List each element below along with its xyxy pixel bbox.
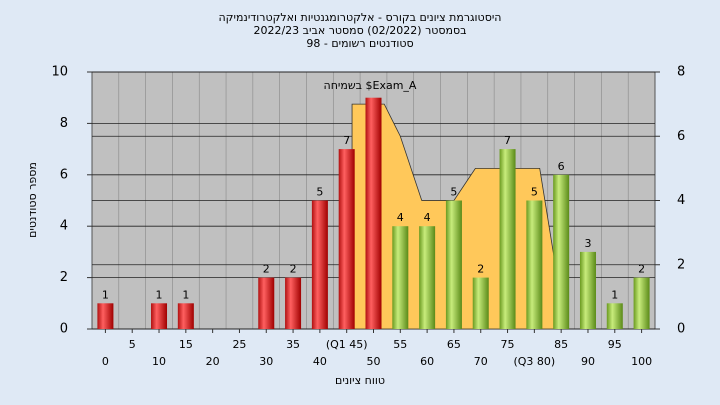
data-label: 2 (290, 263, 297, 276)
bar (606, 303, 623, 329)
x-tick-label: 10 (152, 355, 166, 368)
data-label: 7 (343, 134, 350, 147)
data-label: 4 (424, 211, 431, 224)
subtitle: סטודנטים רשומים - 98 (306, 37, 413, 50)
y-tick-label: 2 (60, 270, 68, 285)
y-tick-label: 0 (60, 322, 68, 337)
data-label: 1 (156, 288, 163, 301)
bar (579, 251, 596, 329)
x-tick-label: (Q1 45) (326, 338, 368, 351)
y2-tick-label: 8 (677, 65, 685, 80)
area-label: בשמיחה $Exam_A (324, 79, 417, 92)
y-tick-label: 4 (60, 219, 68, 234)
x-tick-label: 40 (313, 355, 327, 368)
x-tick-label: 35 (286, 338, 300, 351)
x-tick-label: 5 (129, 338, 136, 351)
bar (285, 277, 302, 329)
chart-title: היסטוגרמת ציונים בקורס - אלקטרומגנטיות ו… (219, 11, 502, 24)
data-label: 4 (397, 211, 404, 224)
y-tick-label: 8 (60, 116, 68, 131)
y2-tick-label: 4 (677, 193, 685, 208)
bar (445, 200, 462, 329)
x-tick-label: 30 (259, 355, 273, 368)
y2-tick-label: 6 (677, 129, 685, 144)
bar (553, 174, 570, 329)
data-label: 2 (477, 263, 484, 276)
data-label: 5 (531, 186, 538, 199)
subtitle: בסמסטר (02/2022) סמסטר אביב 2022/23 (253, 24, 466, 37)
x-tick-label: 75 (501, 338, 515, 351)
bar (151, 303, 168, 329)
x-tick-label: 60 (420, 355, 434, 368)
x-tick-label: 85 (554, 338, 568, 351)
data-label: 5 (316, 186, 323, 199)
bar (499, 149, 516, 329)
y-tick-label: 10 (51, 65, 68, 80)
y2-tick-label: 0 (677, 322, 685, 337)
data-label: 1 (182, 288, 189, 301)
bar (633, 277, 650, 329)
y2-tick-label: 2 (677, 257, 685, 272)
bar (365, 97, 382, 329)
data-label: 6 (558, 160, 565, 173)
x-tick-label: 55 (393, 338, 407, 351)
data-label: 7 (504, 134, 511, 147)
data-label: 2 (638, 263, 645, 276)
bar (392, 226, 409, 329)
y-tick-label: 6 (60, 167, 68, 182)
x-tick-label: 90 (581, 355, 595, 368)
x-tick-label: 70 (474, 355, 488, 368)
data-label: 2 (263, 263, 270, 276)
x-tick-label: 0 (102, 355, 109, 368)
x-tick-label: 20 (206, 355, 220, 368)
x-tick-label: 65 (447, 338, 461, 351)
data-label: 3 (584, 237, 591, 250)
bar (97, 303, 114, 329)
bar (526, 200, 543, 329)
bar (338, 149, 355, 329)
x-axis-label: טווח ציונים (335, 374, 385, 387)
x-tick-label: 100 (631, 355, 652, 368)
bar (177, 303, 194, 329)
x-tick-label: 95 (608, 338, 622, 351)
data-label: 5 (450, 186, 457, 199)
data-label: 1 (611, 288, 618, 301)
x-tick-label: (Q3 80) (513, 355, 555, 368)
bar (258, 277, 275, 329)
x-tick-label: 50 (367, 355, 381, 368)
bar (419, 226, 436, 329)
y-axis-label: מספר סטודנטים (26, 162, 39, 238)
x-tick-label: 15 (179, 338, 193, 351)
bar (472, 277, 489, 329)
bar (311, 200, 328, 329)
data-label: 1 (102, 288, 109, 301)
x-tick-label: 25 (232, 338, 246, 351)
